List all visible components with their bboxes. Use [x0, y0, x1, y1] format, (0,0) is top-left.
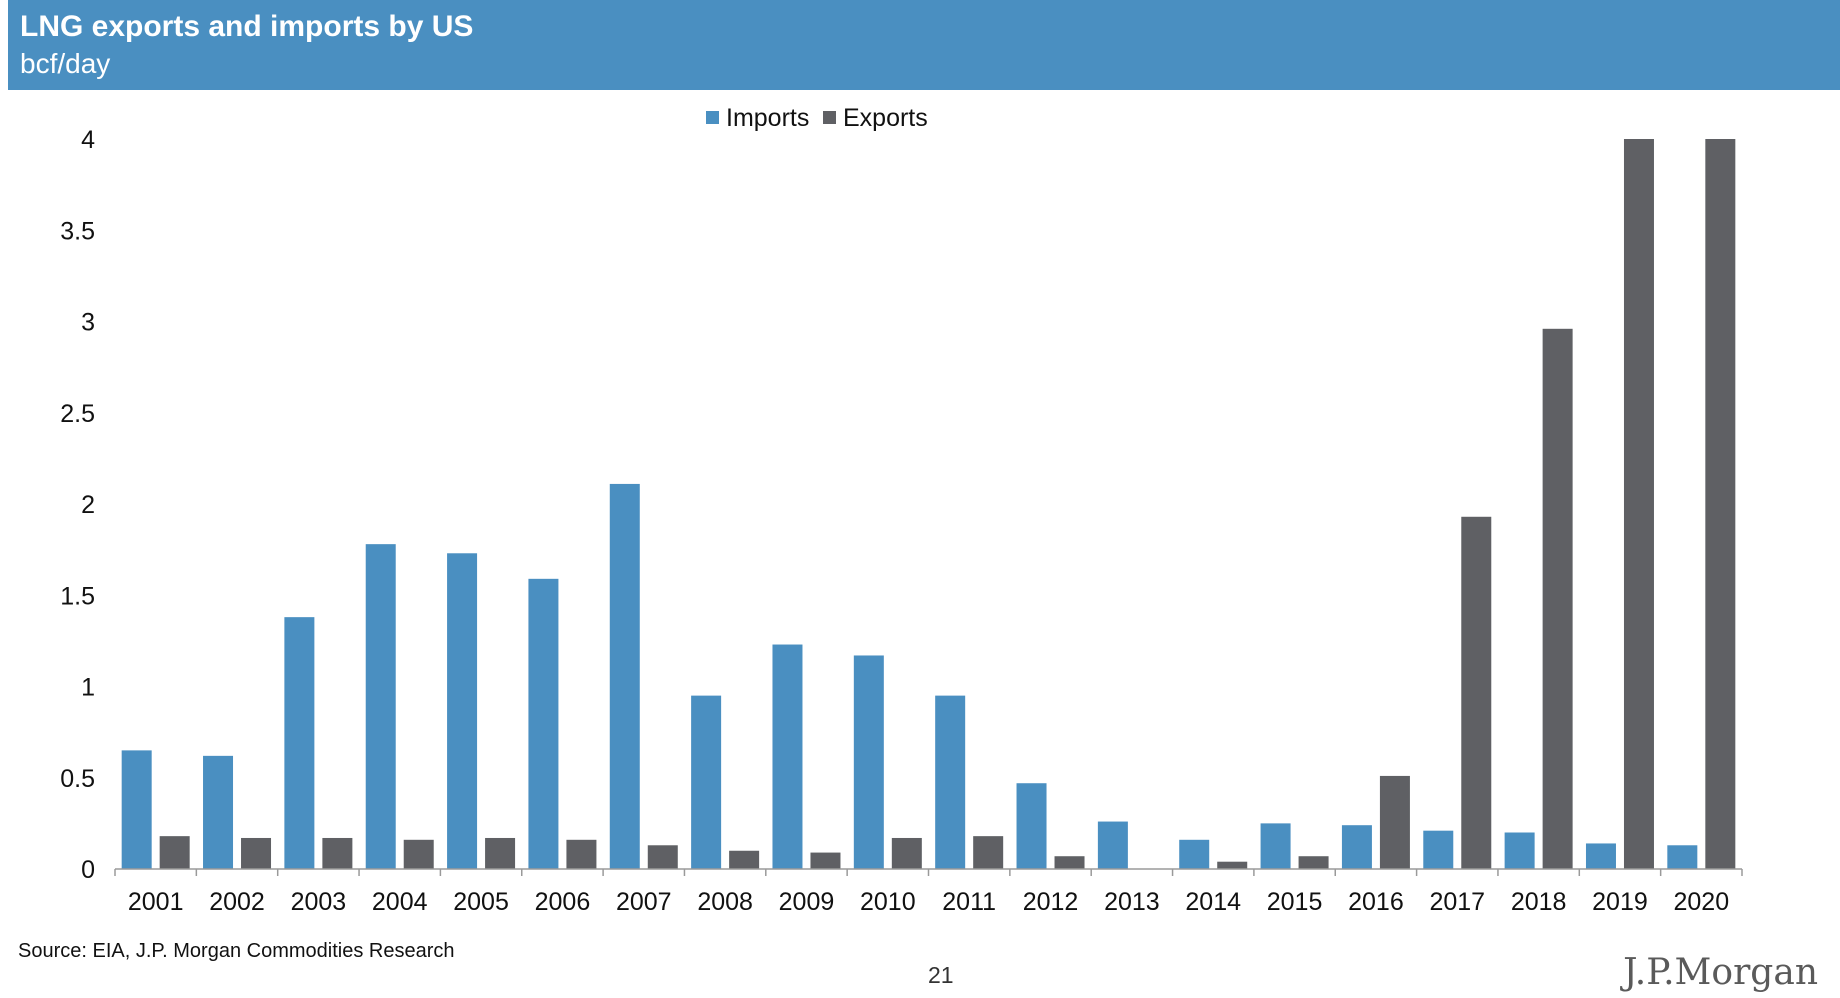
bar-imports-2009 [772, 644, 803, 869]
y-tick-label: 3 [81, 309, 95, 337]
x-tick-label-2010: 2010 [860, 888, 916, 916]
x-tick-label-2002: 2002 [209, 888, 265, 916]
bar-exports-2003 [322, 837, 353, 869]
x-tick-label-2020: 2020 [1674, 888, 1730, 916]
bar-exports-2006 [566, 839, 597, 869]
y-tick-label: 2.5 [60, 400, 95, 428]
jpmorgan-logo: J.P.Morgan [1623, 952, 1818, 993]
x-tick-label-2011: 2011 [942, 888, 996, 916]
bar-exports-2018 [1542, 328, 1573, 869]
bar-imports-2002 [203, 755, 234, 869]
y-tick-label: 4 [81, 126, 95, 154]
x-tick-label-2001: 2001 [128, 888, 184, 916]
bar-imports-2014 [1179, 839, 1210, 869]
y-tick-label: 1.5 [60, 582, 95, 610]
bar-imports-2017 [1423, 830, 1454, 869]
bar-imports-2008 [691, 695, 722, 869]
x-tick-label-2006: 2006 [535, 888, 591, 916]
x-tick-label-2018: 2018 [1511, 888, 1567, 916]
chart-subtitle: bcf/day [20, 48, 111, 79]
bar-exports-2015 [1298, 856, 1329, 869]
y-tick-label: 2 [81, 491, 95, 519]
bar-imports-2015 [1260, 823, 1291, 869]
x-tick-label-2004: 2004 [372, 888, 428, 916]
bar-imports-2001 [121, 750, 152, 869]
bar-imports-2016 [1341, 825, 1372, 869]
bar-exports-2017 [1461, 516, 1492, 869]
bar-imports-2006 [528, 578, 559, 869]
x-tick-label-2003: 2003 [291, 888, 347, 916]
y-axis: 0 0.5 1 1.5 2 2.5 3 3.5 4 [60, 126, 95, 884]
y-tick-label: 1 [81, 674, 95, 702]
bar-imports-2018 [1504, 832, 1535, 869]
y-tick-label: 0 [81, 856, 95, 884]
bar-exports-2007 [647, 845, 678, 869]
x-tick-label-2016: 2016 [1348, 888, 1404, 916]
bar-exports-2004 [403, 839, 434, 869]
bar-exports-2005 [485, 837, 516, 869]
page-number: 21 [928, 962, 954, 988]
bar-imports-2003 [284, 617, 315, 869]
x-tick-label-2015: 2015 [1267, 888, 1323, 916]
bar-exports-2009 [810, 852, 841, 869]
bar-exports-2012 [1054, 856, 1085, 869]
bar-exports-2002 [241, 837, 272, 869]
bar-exports-2020 [1705, 139, 1736, 869]
x-tick-label-2007: 2007 [616, 888, 672, 916]
bar-exports-2010 [891, 837, 922, 869]
bar-imports-2010 [853, 655, 884, 869]
x-axis: 2001 2002 2003 2004 2005 2006 2007 2008 2009 2010… [114, 868, 1743, 916]
bar-imports-2013 [1097, 821, 1128, 869]
bar-exports-2014 [1217, 861, 1248, 869]
bar-exports-2019 [1623, 139, 1654, 869]
x-tick-label-2014: 2014 [1185, 888, 1241, 916]
x-tick-label-2009: 2009 [779, 888, 835, 916]
x-tick-label-2017: 2017 [1429, 888, 1485, 916]
legend-swatch-exports [823, 111, 836, 124]
x-tick-label-2019: 2019 [1592, 888, 1648, 916]
bar-exports-2011 [973, 836, 1004, 869]
source-note: Source: EIA, J.P. Morgan Commodities Res… [18, 940, 455, 962]
bar-imports-2004 [365, 544, 396, 869]
bar-imports-2012 [1016, 783, 1047, 869]
x-tick-label-2008: 2008 [697, 888, 753, 916]
chart-header: LNG exports and imports by US bcf/day [8, 0, 1840, 90]
bar-imports-2007 [609, 483, 640, 869]
bar-exports-2001 [159, 836, 190, 869]
x-tick-label-2013: 2013 [1104, 888, 1160, 916]
x-tick-label-2012: 2012 [1023, 888, 1079, 916]
x-tick-label-2005: 2005 [453, 888, 509, 916]
bars [121, 139, 1736, 869]
y-tick-label: 0.5 [60, 765, 95, 793]
bar-imports-2005 [447, 553, 478, 869]
legend-label-exports: Exports [843, 104, 928, 132]
legend: Imports Exports [706, 104, 928, 132]
legend-swatch-imports [706, 111, 719, 124]
bar-imports-2020 [1667, 845, 1698, 869]
legend-label-imports: Imports [726, 104, 809, 132]
bar-exports-2008 [729, 850, 760, 869]
chart-title: LNG exports and imports by US [20, 10, 474, 43]
bar-imports-2019 [1585, 843, 1616, 869]
y-tick-label: 3.5 [60, 217, 95, 245]
bar-exports-2016 [1379, 775, 1410, 869]
bar-imports-2011 [935, 695, 966, 869]
